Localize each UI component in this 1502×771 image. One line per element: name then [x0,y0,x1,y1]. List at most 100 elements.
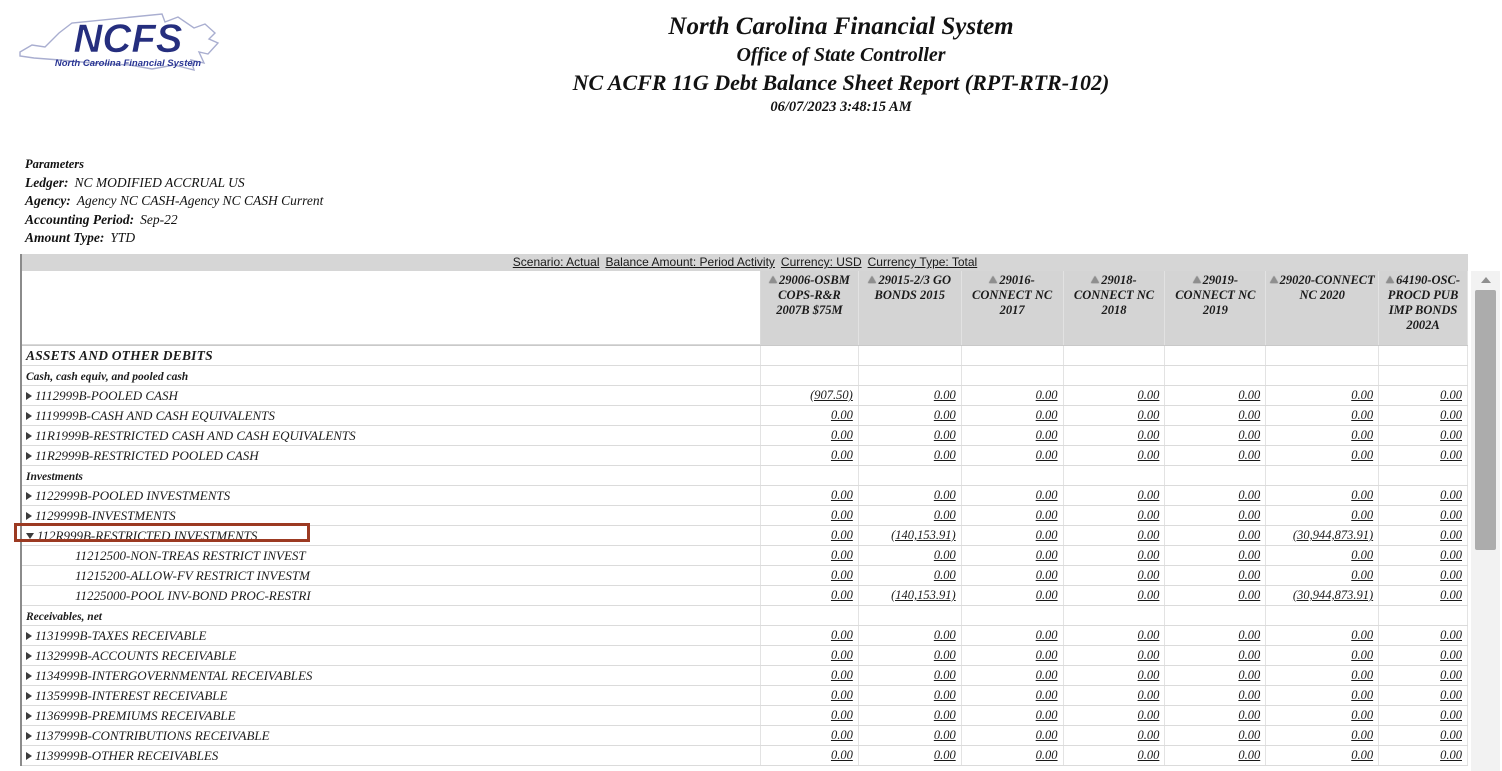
cell-value-link[interactable]: 0.00 [1035,688,1058,702]
cell-value-link[interactable]: 0.00 [1440,648,1462,662]
cell-value-link[interactable]: 0.00 [1351,408,1374,422]
cell-value-link[interactable]: 0.00 [1238,568,1261,582]
cell-value-link[interactable]: 0.00 [1137,748,1160,762]
scrollbar-thumb[interactable] [1475,290,1496,550]
cell-value-link[interactable]: 0.00 [830,408,853,422]
cell-value-link[interactable]: 0.00 [1035,508,1058,522]
cell-value-link[interactable]: 0.00 [1137,448,1160,462]
sort-ascending-icon[interactable] [768,276,777,283]
cell-value-link[interactable]: 0.00 [1351,728,1374,742]
cell-value-link[interactable]: 0.00 [1351,568,1374,582]
cell-value-link[interactable]: 0.00 [1238,488,1261,502]
scenario-filter-segment[interactable]: Balance Amount: Period Activity [605,255,775,269]
expand-toggle-icon[interactable] [26,392,32,400]
sort-ascending-icon[interactable] [1269,276,1278,283]
cell-value-link[interactable]: (30,944,873.91) [1292,528,1374,542]
cell-value-link[interactable]: 0.00 [830,728,853,742]
cell-value-link[interactable]: 0.00 [1351,628,1374,642]
scenario-filter-segment[interactable]: Currency Type: Total [867,255,978,269]
expand-toggle-icon[interactable] [26,632,32,640]
cell-value-link[interactable]: 0.00 [1035,708,1058,722]
column-header[interactable]: 29016-CONNECT NC 2017 [961,271,1064,345]
cell-value-link[interactable]: 0.00 [1137,688,1160,702]
collapse-toggle-icon[interactable] [26,533,34,539]
cell-value-link[interactable]: 0.00 [1137,428,1160,442]
cell-value-link[interactable]: 0.00 [1238,728,1261,742]
cell-value-link[interactable]: 0.00 [933,708,956,722]
cell-value-link[interactable]: 0.00 [830,588,853,602]
cell-value-link[interactable]: 0.00 [933,668,956,682]
cell-value-link[interactable]: 0.00 [1351,708,1374,722]
cell-value-link[interactable]: 0.00 [1440,448,1462,462]
cell-value-link[interactable]: 0.00 [1351,548,1374,562]
cell-value-link[interactable]: 0.00 [830,708,853,722]
cell-value-link[interactable]: 0.00 [1137,728,1160,742]
cell-value-link[interactable]: 0.00 [1137,628,1160,642]
cell-value-link[interactable]: 0.00 [830,428,853,442]
cell-value-link[interactable]: 0.00 [933,408,956,422]
cell-value-link[interactable]: 0.00 [1440,628,1462,642]
cell-value-link[interactable]: 0.00 [1137,708,1160,722]
cell-value-link[interactable]: 0.00 [1137,528,1160,542]
cell-value-link[interactable]: 0.00 [1035,728,1058,742]
cell-value-link[interactable]: 0.00 [830,628,853,642]
expand-toggle-icon[interactable] [26,752,32,760]
cell-value-link[interactable]: (907.50) [810,388,853,402]
cell-value-link[interactable]: 0.00 [933,508,956,522]
cell-value-link[interactable]: 0.00 [1035,568,1058,582]
sort-ascending-icon[interactable] [1386,276,1395,283]
expand-toggle-icon[interactable] [26,512,32,520]
cell-value-link[interactable]: 0.00 [1035,428,1058,442]
cell-value-link[interactable]: 0.00 [830,748,853,762]
cell-value-link[interactable]: 0.00 [1035,648,1058,662]
cell-value-link[interactable]: 0.00 [933,648,956,662]
cell-value-link[interactable]: 0.00 [1137,648,1160,662]
expand-toggle-icon[interactable] [26,732,32,740]
expand-toggle-icon[interactable] [26,652,32,660]
cell-value-link[interactable]: 0.00 [1238,508,1261,522]
cell-value-link[interactable]: 0.00 [1137,508,1160,522]
cell-value-link[interactable]: 0.00 [1351,648,1374,662]
cell-value-link[interactable]: (140,153.91) [891,588,956,602]
cell-value-link[interactable]: 0.00 [933,628,956,642]
cell-value-link[interactable]: (140,153.91) [891,528,956,542]
cell-value-link[interactable]: 0.00 [1035,748,1058,762]
cell-value-link[interactable]: 0.00 [1440,388,1462,402]
cell-value-link[interactable]: 0.00 [1351,668,1374,682]
cell-value-link[interactable]: 0.00 [830,648,853,662]
cell-value-link[interactable]: 0.00 [1035,448,1058,462]
cell-value-link[interactable]: 0.00 [1035,548,1058,562]
cell-value-link[interactable]: 0.00 [1137,668,1160,682]
cell-value-link[interactable]: 0.00 [830,548,853,562]
column-header[interactable]: 64190-OSC-PROCD PUB IMP BONDS 2002A [1379,271,1468,345]
cell-value-link[interactable]: 0.00 [1137,548,1160,562]
cell-value-link[interactable]: 0.00 [1238,428,1261,442]
cell-value-link[interactable]: 0.00 [1440,528,1462,542]
cell-value-link[interactable]: 0.00 [1238,708,1261,722]
expand-toggle-icon[interactable] [26,692,32,700]
cell-value-link[interactable]: 0.00 [1440,748,1462,762]
column-header[interactable]: 29019-CONNECT NC 2019 [1165,271,1267,345]
cell-value-link[interactable]: 0.00 [1238,668,1261,682]
cell-value-link[interactable]: 0.00 [933,448,956,462]
cell-value-link[interactable]: 0.00 [1035,668,1058,682]
cell-value-link[interactable]: 0.00 [933,688,956,702]
cell-value-link[interactable]: 0.00 [830,508,853,522]
sort-ascending-icon[interactable] [1091,276,1100,283]
cell-value-link[interactable]: 0.00 [1440,568,1462,582]
cell-value-link[interactable]: 0.00 [933,548,956,562]
cell-value-link[interactable]: 0.00 [1035,388,1058,402]
expand-toggle-icon[interactable] [26,412,32,420]
cell-value-link[interactable]: (30,944,873.91) [1292,588,1374,602]
cell-value-link[interactable]: 0.00 [1238,688,1261,702]
cell-value-link[interactable]: 0.00 [933,748,956,762]
cell-value-link[interactable]: 0.00 [1137,408,1160,422]
cell-value-link[interactable]: 0.00 [830,488,853,502]
cell-value-link[interactable]: 0.00 [933,428,956,442]
cell-value-link[interactable]: 0.00 [1238,628,1261,642]
expand-toggle-icon[interactable] [26,432,32,440]
expand-toggle-icon[interactable] [26,492,32,500]
vertical-scrollbar[interactable] [1471,271,1500,771]
cell-value-link[interactable]: 0.00 [830,568,853,582]
cell-value-link[interactable]: 0.00 [1351,448,1374,462]
